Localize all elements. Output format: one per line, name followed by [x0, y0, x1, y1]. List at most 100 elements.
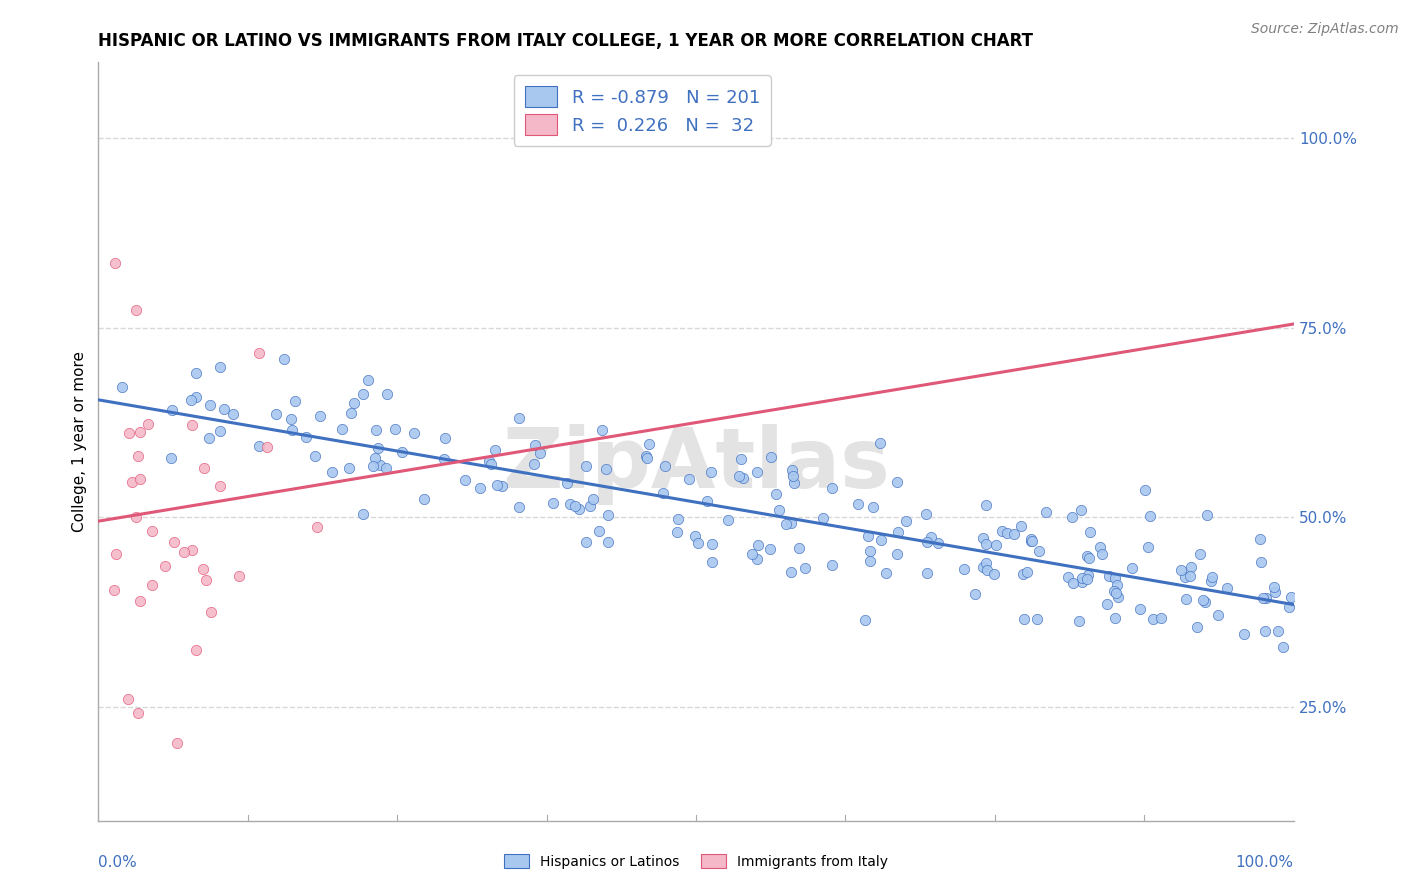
Point [384, 422, 406, 436]
Point [529, 446, 551, 460]
Point [181, 542, 204, 557]
Point [1121, 561, 1143, 575]
Point [1137, 540, 1160, 554]
Point [141, 578, 163, 592]
Point [582, 491, 605, 506]
Point [780, 516, 803, 530]
Point [180, 418, 202, 433]
Point [575, 458, 598, 473]
Point [136, 417, 159, 431]
Point [953, 562, 976, 576]
Point [915, 534, 938, 549]
Point [1192, 593, 1215, 607]
Point [1142, 612, 1164, 626]
Point [1098, 569, 1121, 583]
Point [1195, 508, 1218, 522]
Point [1249, 532, 1271, 546]
Point [221, 408, 243, 422]
Point [1019, 533, 1042, 547]
Point [741, 547, 763, 561]
Point [780, 565, 803, 579]
Text: ZipAtlas: ZipAtlas [502, 424, 890, 505]
Point [730, 451, 752, 466]
Point [343, 396, 366, 410]
Point [887, 524, 910, 539]
Point [846, 497, 869, 511]
Point [886, 547, 908, 561]
Point [304, 450, 326, 464]
Point [1080, 524, 1102, 539]
Point [733, 471, 755, 485]
Point [1090, 547, 1112, 561]
Point [575, 534, 598, 549]
Point [193, 460, 215, 475]
Point [637, 436, 659, 450]
Point [1060, 510, 1083, 524]
Point [1010, 518, 1032, 533]
Point [636, 449, 658, 463]
Point [155, 558, 177, 573]
Point [484, 443, 506, 458]
Point [307, 520, 329, 534]
Point [524, 438, 547, 452]
Point [111, 380, 134, 394]
Point [193, 562, 215, 576]
Point [1278, 599, 1301, 614]
Point [479, 457, 502, 471]
Point [249, 439, 271, 453]
Point [1021, 533, 1043, 548]
Point [747, 538, 769, 552]
Point [284, 393, 307, 408]
Point [1104, 611, 1126, 625]
Point [1056, 570, 1078, 584]
Point [127, 706, 149, 720]
Point [1070, 502, 1092, 516]
Point [859, 543, 882, 558]
Point [759, 541, 782, 556]
Point [1263, 580, 1285, 594]
Point [184, 366, 207, 380]
Point [1133, 483, 1156, 497]
Point [1178, 569, 1201, 583]
Point [468, 481, 491, 495]
Point [1128, 602, 1150, 616]
Point [228, 568, 250, 582]
Point [782, 468, 804, 483]
Point [745, 552, 768, 566]
Point [357, 374, 380, 388]
Point [963, 587, 986, 601]
Point [1185, 620, 1208, 634]
Point [1012, 567, 1035, 582]
Point [780, 463, 803, 477]
Point [564, 499, 586, 513]
Point [1102, 584, 1125, 599]
Point [508, 411, 530, 425]
Point [368, 458, 391, 472]
Point [598, 508, 620, 522]
Point [1267, 624, 1289, 639]
Point [1174, 592, 1197, 607]
Point [974, 536, 997, 550]
Point [1077, 568, 1099, 582]
Point [184, 642, 207, 657]
Point [295, 430, 318, 444]
Point [1180, 559, 1202, 574]
Point [352, 387, 374, 401]
Point [264, 407, 287, 421]
Point [361, 458, 384, 473]
Point [247, 345, 270, 359]
Point [541, 496, 564, 510]
Point [1271, 640, 1294, 655]
Point [1070, 575, 1092, 590]
Point [104, 547, 127, 561]
Point [118, 426, 141, 441]
Point [1070, 571, 1092, 585]
Point [491, 479, 513, 493]
Point [862, 500, 884, 515]
Point [894, 514, 917, 528]
Point [375, 387, 398, 401]
Point [700, 555, 723, 569]
Point [280, 412, 302, 426]
Point [453, 473, 475, 487]
Point [1254, 591, 1277, 605]
